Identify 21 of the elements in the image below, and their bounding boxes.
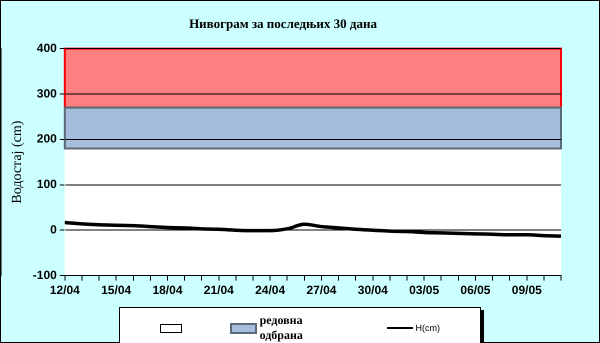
- x-tick-label: 15/04: [101, 283, 132, 298]
- y-tick-label: -100: [32, 268, 58, 282]
- y-tick-label: 200: [36, 132, 58, 146]
- x-tick-label: 03/05: [409, 283, 440, 298]
- chart-title: Нивограм за последњих 30 дана: [189, 16, 378, 32]
- x-tick-label: 21/04: [204, 283, 234, 298]
- legend-label: H(cm): [416, 323, 440, 333]
- y-tick-label: 0: [50, 222, 58, 237]
- legend-label: редовна одбрана: [260, 313, 304, 343]
- y-tick-label: 300: [36, 86, 58, 100]
- x-tick-label: 18/04: [152, 283, 183, 298]
- x-tick-label: 12/04: [50, 283, 80, 298]
- y-axis-title: Водостај (cm): [10, 120, 26, 204]
- x-tick-label: 27/04: [306, 283, 337, 298]
- line-series: [63, 220, 563, 238]
- x-tick-label: 30/04: [358, 283, 388, 298]
- y-tick-label: 400: [36, 40, 58, 55]
- y-tick-label: 100: [36, 177, 58, 192]
- x-tick-label: 06/05: [460, 283, 491, 298]
- x-tick-label: 24/04: [255, 283, 286, 298]
- x-tick-label: 09/05: [512, 283, 542, 298]
